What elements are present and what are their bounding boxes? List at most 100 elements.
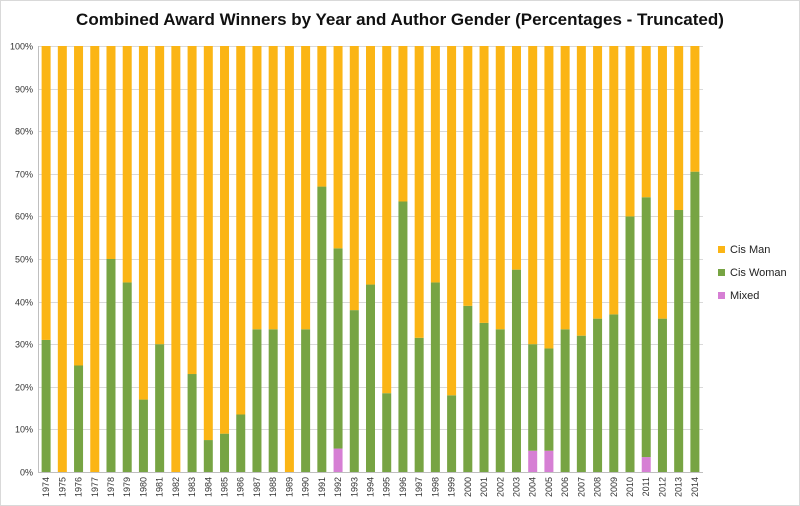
x-tick-label: 2007 — [576, 477, 586, 497]
x-tick-label: 1995 — [382, 477, 392, 497]
bar-cis-woman-1987 — [252, 329, 262, 472]
x-tick-label: 1999 — [447, 477, 457, 497]
bar-cis-man-1991 — [317, 46, 327, 187]
bar-cis-man-2002 — [495, 46, 505, 330]
bar-cis-woman-1996 — [398, 201, 408, 473]
bar-cis-man-1984 — [203, 46, 213, 441]
bar-cis-man-1994 — [366, 46, 375, 285]
bar-cis-man-2010 — [625, 46, 635, 217]
x-tick-label: 2012 — [657, 477, 667, 497]
bar-cis-woman-1988 — [268, 329, 278, 472]
y-tick-label: 30% — [15, 340, 33, 350]
x-tick-label: 1992 — [333, 477, 343, 497]
bar-cis-woman-1999 — [447, 395, 457, 472]
x-tick-label: 2009 — [609, 477, 619, 497]
y-tick-label: 50% — [15, 255, 33, 265]
y-tick-label: 60% — [15, 212, 33, 222]
x-tick-label: 2003 — [511, 477, 521, 497]
bar-cis-woman-1979 — [122, 282, 132, 472]
bar-cis-woman-1993 — [349, 310, 359, 472]
bar-cis-woman-1997 — [414, 337, 424, 472]
x-tick-label: 1978 — [106, 477, 116, 497]
y-tick-label: 0% — [20, 468, 33, 478]
bar-cis-man-1989 — [284, 46, 294, 472]
bar-cis-man-2007 — [576, 46, 586, 336]
bar-cis-man-1985 — [220, 46, 230, 434]
bar-cis-man-1977 — [90, 46, 100, 472]
x-tick-label: 2011 — [641, 477, 651, 496]
bar-cis-woman-2001 — [479, 322, 489, 472]
bar-cis-man-2005 — [544, 46, 554, 349]
bar-cis-man-2012 — [657, 46, 667, 319]
bar-cis-man-1995 — [382, 46, 392, 394]
bar-cis-woman-2004 — [528, 344, 538, 451]
bar-cis-woman-1981 — [155, 344, 165, 472]
bar-cis-woman-2013 — [674, 210, 684, 472]
x-tick-label: 1988 — [268, 477, 278, 497]
bars — [41, 46, 700, 473]
y-tick-label: 80% — [15, 127, 33, 137]
bar-cis-man-2000 — [463, 46, 473, 306]
x-tick-label: 1981 — [155, 477, 165, 497]
legend: Cis Man Cis Woman Mixed — [718, 238, 787, 307]
bar-cis-man-2009 — [609, 46, 619, 315]
x-tick-label: 1994 — [366, 477, 376, 497]
bar-cis-man-2001 — [479, 46, 489, 323]
bar-cis-woman-1983 — [187, 374, 197, 472]
x-tick-label: 2013 — [674, 477, 684, 497]
y-tick-label: 20% — [15, 383, 33, 393]
legend-label-cis-man: Cis Man — [730, 243, 771, 256]
bar-cis-woman-1995 — [382, 393, 392, 472]
bar-cis-woman-1984 — [203, 440, 213, 472]
bar-cis-man-1988 — [268, 46, 278, 330]
bar-cis-woman-1976 — [74, 365, 84, 472]
bar-cis-woman-2006 — [560, 329, 570, 472]
y-tick-label: 70% — [15, 170, 33, 180]
chart-title: Combined Award Winners by Year and Autho… — [76, 10, 724, 29]
x-tick-label: 1998 — [430, 477, 440, 497]
axes — [38, 46, 703, 473]
legend-item-cis-woman: Cis Woman — [718, 261, 787, 284]
x-tick-label: 2005 — [544, 477, 554, 497]
bar-cis-man-2006 — [560, 46, 570, 330]
y-tick-label: 10% — [15, 425, 33, 435]
y-tick-label: 40% — [15, 298, 33, 308]
x-tick-label: 1984 — [203, 477, 213, 497]
x-tick-label: 2014 — [690, 477, 700, 497]
bar-cis-woman-1994 — [366, 284, 375, 472]
y-tick-label: 90% — [15, 85, 33, 95]
bar-mixed-2004 — [528, 450, 538, 472]
x-tick-label: 1989 — [284, 477, 294, 497]
bar-cis-woman-1991 — [317, 186, 327, 472]
x-tick-label: 1991 — [317, 477, 327, 497]
bar-cis-woman-1978 — [106, 259, 116, 472]
x-tick-label: 1980 — [138, 477, 148, 497]
bar-cis-man-1979 — [122, 46, 132, 283]
bar-cis-man-1996 — [398, 46, 408, 202]
bar-cis-woman-2008 — [593, 318, 603, 472]
bar-cis-woman-2003 — [511, 269, 521, 472]
bar-cis-woman-2012 — [657, 318, 667, 472]
bar-cis-woman-2000 — [463, 305, 473, 472]
x-tick-label: 1990 — [301, 477, 311, 497]
bar-cis-man-1978 — [106, 46, 116, 259]
bar-cis-man-1998 — [430, 46, 440, 283]
x-tick-label: 1993 — [349, 477, 359, 497]
bar-cis-woman-1974 — [41, 339, 51, 472]
bar-cis-man-1983 — [187, 46, 197, 375]
legend-label-mixed: Mixed — [730, 289, 760, 302]
bar-cis-woman-2005 — [544, 348, 554, 451]
bar-cis-woman-1992 — [333, 248, 343, 449]
x-tick-label: 1985 — [220, 477, 230, 497]
x-tick-label: 1983 — [187, 477, 197, 497]
x-tick-label: 2001 — [479, 477, 489, 497]
x-tick-label: 2000 — [463, 477, 473, 497]
bar-cis-man-1993 — [349, 46, 359, 311]
legend-item-mixed: Mixed — [718, 284, 787, 307]
x-tick-label: 2006 — [560, 477, 570, 497]
bar-cis-man-2014 — [690, 46, 700, 172]
bar-cis-man-2003 — [511, 46, 521, 270]
legend-swatch-cis-woman — [718, 269, 725, 276]
bar-cis-woman-1986 — [236, 414, 246, 472]
bar-cis-woman-1990 — [301, 329, 311, 472]
